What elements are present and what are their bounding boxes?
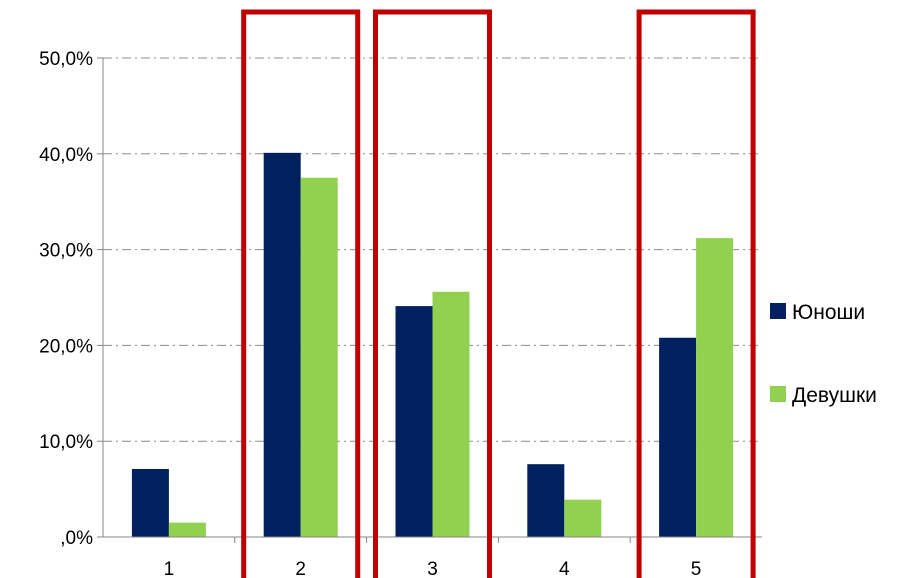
legend-label: Девушки — [792, 384, 877, 407]
legend-label: Юноши — [792, 301, 865, 324]
bar-series1-cat2 — [263, 152, 301, 538]
bar-series2-cat2 — [300, 177, 338, 537]
bar-series2-cat1 — [168, 522, 206, 537]
bar-series2-cat3 — [432, 291, 470, 537]
bar-series1-cat5 — [659, 337, 697, 537]
x-tick-label: 4 — [559, 559, 570, 578]
highlight-box-cat5 — [636, 9, 756, 578]
legend-swatch — [770, 386, 786, 402]
bar-series2-cat5 — [696, 238, 734, 537]
highlight-boxes — [241, 9, 756, 578]
y-tick-label: ,0% — [60, 528, 93, 549]
y-tick-label: 10,0% — [39, 432, 93, 453]
y-tick-label: 20,0% — [39, 336, 93, 357]
x-tick-labels: 1 2 3 4 5 — [164, 559, 702, 578]
y-tick-label: 50,0% — [39, 49, 93, 70]
axes — [97, 57, 762, 543]
x-tick-label: 2 — [295, 559, 306, 578]
highlight-box-cat3 — [373, 9, 492, 578]
y-tick-label: 30,0% — [39, 241, 93, 262]
bar-series1-cat3 — [395, 306, 433, 537]
bars — [131, 152, 734, 538]
x-tick-label: 1 — [164, 559, 175, 578]
bar-series2-cat4 — [564, 499, 602, 537]
y-tick-label: 40,0% — [39, 145, 93, 166]
legend: Юноши Девушки — [770, 301, 877, 407]
y-tick-labels: ,0% 10,0% 20,0% 30,0% 40,0% 50,0% — [39, 49, 93, 549]
x-tick-label: 3 — [427, 559, 438, 578]
bar-series1-cat4 — [527, 464, 565, 537]
bar-series1-cat1 — [131, 468, 169, 537]
legend-swatch — [770, 303, 786, 319]
x-tick-label: 5 — [691, 559, 702, 578]
highlight-box-cat2 — [241, 9, 361, 578]
